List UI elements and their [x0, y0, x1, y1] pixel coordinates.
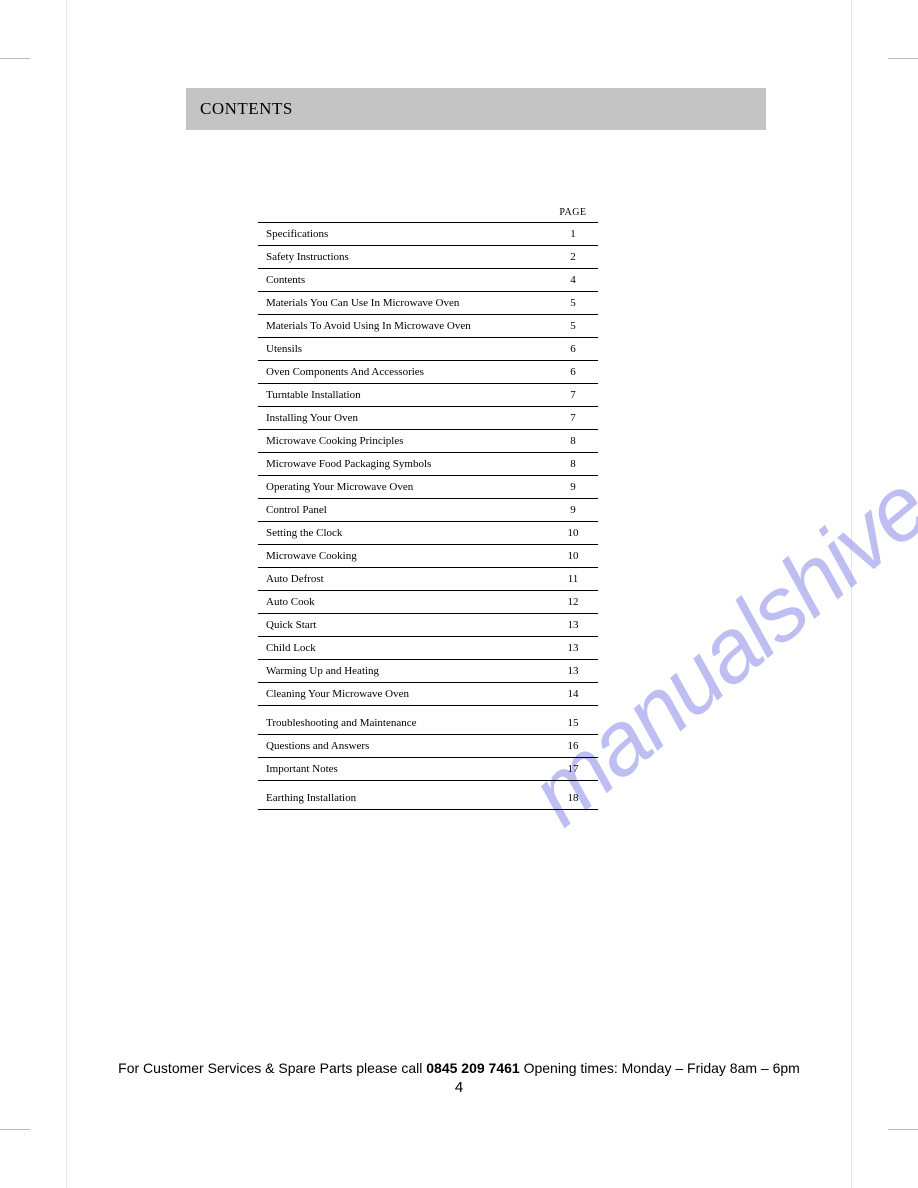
toc-row: Materials You Can Use In Microwave Oven5 — [258, 292, 598, 315]
toc-row: Operating Your Microwave Oven9 — [258, 476, 598, 499]
toc-row-title: Specifications — [258, 228, 548, 240]
toc-row-title: Important Notes — [258, 763, 548, 775]
toc-row-page: 5 — [548, 320, 598, 332]
toc-row: Troubleshooting and Maintenance15 — [258, 712, 598, 735]
toc-row: Microwave Food Packaging Symbols8 — [258, 453, 598, 476]
toc-row-page: 11 — [548, 573, 598, 585]
toc-row-page: 15 — [548, 717, 598, 729]
toc-row-page: 18 — [548, 792, 598, 804]
toc-row-title: Auto Defrost — [258, 573, 548, 585]
contents-header-title: CONTENTS — [200, 99, 293, 119]
footer-line: For Customer Services & Spare Parts plea… — [66, 1060, 852, 1076]
toc-row: Quick Start13 — [258, 614, 598, 637]
toc-row-page: 7 — [548, 389, 598, 401]
toc-row: Oven Components And Accessories6 — [258, 361, 598, 384]
toc-row-title: Materials You Can Use In Microwave Oven — [258, 297, 548, 309]
toc-row-title: Contents — [258, 274, 548, 286]
toc-row-page: 17 — [548, 763, 598, 775]
toc-row-title: Questions and Answers — [258, 740, 548, 752]
toc-row-page: 10 — [548, 550, 598, 562]
page-number: 4 — [66, 1079, 852, 1096]
toc-row-page: 2 — [548, 251, 598, 263]
toc-row-page: 10 — [548, 527, 598, 539]
toc-row-title: Control Panel — [258, 504, 548, 516]
toc-row: Earthing Installation18 — [258, 787, 598, 810]
toc-row-title: Microwave Cooking — [258, 550, 548, 562]
toc-row-page: 8 — [548, 458, 598, 470]
page-container: CONTENTS manualshive.com PAGE Specificat… — [66, 0, 852, 1188]
toc-row: Safety Instructions2 — [258, 246, 598, 269]
toc-row-title: Quick Start — [258, 619, 548, 631]
toc-row-title: Microwave Cooking Principles — [258, 435, 548, 447]
toc-row: Control Panel9 — [258, 499, 598, 522]
toc-row-page: 5 — [548, 297, 598, 309]
toc-row: Warming Up and Heating13 — [258, 660, 598, 683]
toc-row: Microwave Cooking Principles8 — [258, 430, 598, 453]
toc-row-page: 4 — [548, 274, 598, 286]
toc-row-page: 13 — [548, 642, 598, 654]
toc-row-title: Safety Instructions — [258, 251, 548, 263]
toc-row: Important Notes17 — [258, 758, 598, 781]
toc-row-title: Materials To Avoid Using In Microwave Ov… — [258, 320, 548, 332]
toc-row: Contents4 — [258, 269, 598, 292]
footer-phone: 0845 209 7461 — [426, 1060, 519, 1076]
toc-row: Auto Defrost11 — [258, 568, 598, 591]
toc-header-blank — [258, 207, 548, 218]
toc-row-page: 13 — [548, 665, 598, 677]
toc-row-title: Operating Your Microwave Oven — [258, 481, 548, 493]
toc-row-page: 1 — [548, 228, 598, 240]
toc-row-title: Setting the Clock — [258, 527, 548, 539]
toc-row: Cleaning Your Microwave Oven14 — [258, 683, 598, 706]
crop-mark — [0, 58, 30, 59]
toc-row-page: 8 — [548, 435, 598, 447]
toc-row: Auto Cook12 — [258, 591, 598, 614]
crop-mark — [888, 1129, 918, 1130]
toc-row-title: Warming Up and Heating — [258, 665, 548, 677]
toc-row-page: 13 — [548, 619, 598, 631]
footer-prefix: For Customer Services & Spare Parts plea… — [118, 1060, 426, 1076]
toc-row: Utensils6 — [258, 338, 598, 361]
toc-row-page: 9 — [548, 481, 598, 493]
toc-row: Questions and Answers16 — [258, 735, 598, 758]
table-of-contents: PAGE Specifications1Safety Instructions2… — [258, 204, 598, 810]
toc-row: Installing Your Oven7 — [258, 407, 598, 430]
toc-row: Turntable Installation7 — [258, 384, 598, 407]
toc-row-title: Earthing Installation — [258, 792, 548, 804]
crop-mark — [888, 58, 918, 59]
toc-row-title: Installing Your Oven — [258, 412, 548, 424]
toc-row-title: Microwave Food Packaging Symbols — [258, 458, 548, 470]
toc-row-title: Cleaning Your Microwave Oven — [258, 688, 548, 700]
toc-row-title: Turntable Installation — [258, 389, 548, 401]
toc-row-title: Auto Cook — [258, 596, 548, 608]
toc-row-page: 12 — [548, 596, 598, 608]
toc-row-page: 7 — [548, 412, 598, 424]
toc-row: Microwave Cooking10 — [258, 545, 598, 568]
toc-row-title: Oven Components And Accessories — [258, 366, 548, 378]
toc-row-page: 6 — [548, 366, 598, 378]
toc-row-page: 16 — [548, 740, 598, 752]
toc-row-title: Utensils — [258, 343, 548, 355]
toc-row-page: 9 — [548, 504, 598, 516]
toc-row-title: Troubleshooting and Maintenance — [258, 717, 548, 729]
toc-row-page: 6 — [548, 343, 598, 355]
toc-row: Child Lock13 — [258, 637, 598, 660]
toc-row-page: 14 — [548, 688, 598, 700]
toc-row: Specifications1 — [258, 223, 598, 246]
toc-header-row: PAGE — [258, 204, 598, 223]
toc-header-page-label: PAGE — [548, 207, 598, 218]
crop-mark — [0, 1129, 30, 1130]
toc-row: Materials To Avoid Using In Microwave Ov… — [258, 315, 598, 338]
toc-row-title: Child Lock — [258, 642, 548, 654]
contents-header-bar: CONTENTS — [186, 88, 766, 130]
footer-suffix: Opening times: Monday – Friday 8am – 6pm — [520, 1060, 800, 1076]
toc-row: Setting the Clock10 — [258, 522, 598, 545]
